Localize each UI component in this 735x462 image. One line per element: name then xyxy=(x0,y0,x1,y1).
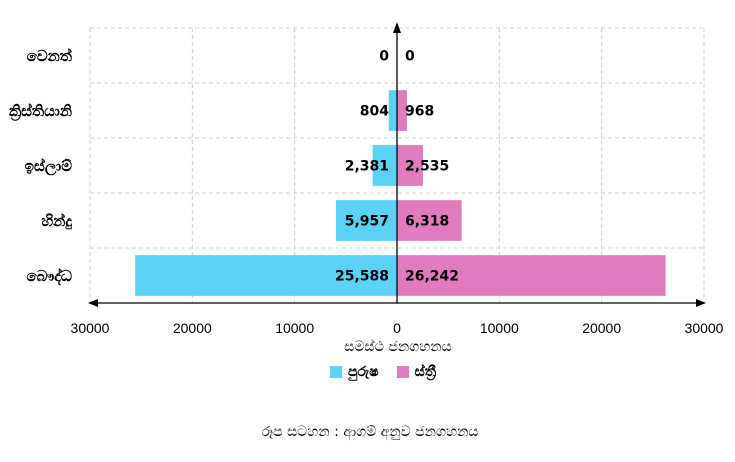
legend-swatch-female xyxy=(396,366,409,378)
legend-item-male: පුරුෂ xyxy=(330,364,379,380)
category-label-0: බෞද්ධ xyxy=(26,266,72,285)
bar-female-3 xyxy=(397,90,407,131)
legend-item-female: ස්ත්‍රී xyxy=(396,364,437,380)
x-axis-arrow-left xyxy=(88,299,98,307)
legend-label-male: පුරුෂ xyxy=(348,364,379,380)
x-axis-label: සමස්ථ ජනගහනය xyxy=(344,339,452,355)
x-tick-label-0: 30000 xyxy=(71,320,110,336)
y-axis-arrow xyxy=(393,22,401,33)
data-label-male-0: 25,588 xyxy=(335,269,389,285)
bar-female-1 xyxy=(397,200,462,241)
bar-male-1 xyxy=(336,200,397,241)
bar-male-3 xyxy=(388,90,397,131)
data-label-male-1: 5,957 xyxy=(345,214,389,230)
x-tick-label-4: 10000 xyxy=(480,320,519,336)
x-axis-arrow-right xyxy=(696,299,706,307)
data-label-female-4: 0 xyxy=(405,49,415,65)
category-label-4: වෙනත් xyxy=(26,46,72,65)
data-label-female-1: 6,318 xyxy=(405,214,449,230)
x-tick-label-2: 10000 xyxy=(275,320,314,336)
data-label-male-3: 804 xyxy=(360,104,389,120)
x-tick-label-6: 30000 xyxy=(685,320,724,336)
figure-caption: රූප සටහන : ආගම් අනුව ජනගහනය xyxy=(261,424,479,440)
bar-male-2 xyxy=(372,145,397,186)
x-tick-label-1: 20000 xyxy=(173,320,212,336)
legend-label-female: ස්ත්‍රී xyxy=(414,364,437,380)
data-label-female-3: 968 xyxy=(405,104,434,120)
data-label-male-2: 2,381 xyxy=(345,159,389,175)
category-label-2: ඉස්ලාම් xyxy=(24,156,72,175)
category-label-3: ක්‍රිස්තියානි xyxy=(8,101,72,120)
data-label-female-2: 2,535 xyxy=(405,159,449,175)
data-label-female-0: 26,242 xyxy=(405,269,459,285)
category-label-1: හින්දු xyxy=(41,211,72,230)
bar-male-0 xyxy=(135,255,397,296)
data-label-male-4: 0 xyxy=(379,49,389,65)
legend: පුරුෂ ස්ත්‍රී xyxy=(330,364,454,380)
x-tick-label-5: 20000 xyxy=(582,320,621,336)
x-tick-label-3: 0 xyxy=(393,320,401,336)
bar-female-2 xyxy=(397,145,423,186)
legend-swatch-male xyxy=(330,366,342,378)
bar-female-0 xyxy=(397,255,666,296)
